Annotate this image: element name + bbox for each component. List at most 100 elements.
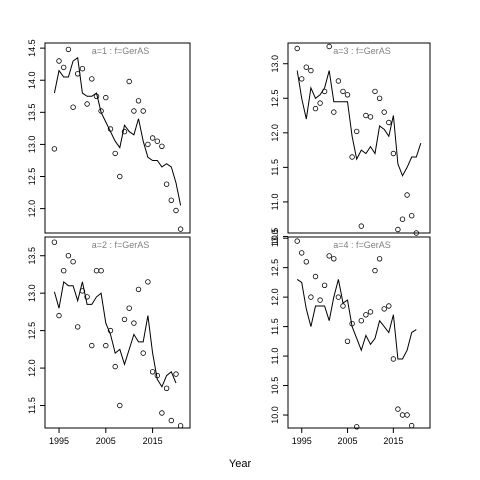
panel-frame [287,236,431,429]
y-tick-label: 13.5 [27,104,37,122]
observed-point [386,119,392,126]
observed-point [177,226,184,232]
observed-point [149,369,156,375]
observed-point [51,239,58,245]
observed-point [317,297,323,303]
y-tick-label: 10.5 [270,377,280,395]
y-tick-label: 13.0 [270,55,280,73]
fitted-line [53,280,177,388]
observed-point [117,402,123,409]
observed-point [177,423,184,429]
observed-point [126,305,132,311]
observed-point [56,312,62,319]
observed-point [303,64,309,70]
observed-point [89,76,95,82]
observed-point [303,259,309,265]
observed-point [93,93,100,99]
observed-point [335,78,342,84]
observed-point [149,135,156,141]
y-tick-label: 13.0 [270,229,280,247]
observed-point [163,181,170,187]
panel-frame [44,42,191,234]
y-tick-label: 14.0 [27,71,37,89]
fitted-line [296,278,417,360]
observed-point [70,259,76,265]
observed-point [131,108,137,114]
observed-point [98,268,104,274]
chart-panel: a=3 : f=GerAS 10.5 11.0 11.5 12.0 12.5 13.0 [270,42,431,245]
chart-panel: a=2 : f=GerAS 11.5 12.0 12.5 13.0 13.5 1995 200… [27,236,191,446]
observed-point [74,324,81,330]
observed-point [79,65,86,72]
observed-point [79,288,86,294]
observed-point [74,71,81,77]
panel-frame [44,236,191,429]
observed-point [126,78,132,85]
observed-point [154,372,160,379]
observed-point [344,92,351,98]
y-tick-label: 13.5 [27,247,37,265]
observed-point [340,88,346,95]
panel-title: a=1 : f=GerAS [92,46,150,56]
observed-point [367,309,374,315]
y-tick-label: 11.0 [270,193,280,210]
observed-point [89,342,95,349]
observed-point [140,350,146,356]
y-tick-label: 12.0 [27,359,37,377]
observed-point [159,410,165,416]
observed-point [331,256,337,262]
observed-point [168,197,174,203]
observed-point [103,94,109,101]
observed-point [395,226,401,233]
y-tick-label: 10.0 [270,406,280,424]
observed-point [358,318,364,324]
observed-point [367,114,374,120]
x-axis-label: Year [229,458,252,470]
observed-point [399,216,406,222]
panel-title: a=2 : f=GerAS [92,240,150,250]
observed-point [112,150,118,157]
observed-point [372,88,378,95]
observed-point [404,412,410,418]
y-tick-label: 12.0 [270,124,280,142]
observed-point [98,108,104,114]
observed-point [390,150,397,157]
observed-point [312,273,319,280]
observed-point [312,105,319,112]
observed-point [70,104,76,110]
observed-point [61,268,67,274]
chart-panel: a=1 : f=GerAS 12.0 12.5 13.0 13.5 14.0 14.5 [27,39,191,234]
observed-point [56,58,62,64]
observed-point [145,141,151,148]
panel-title: a=3 : f=GerAS [333,46,391,56]
observed-point [65,252,72,259]
y-tick-label: 13.0 [27,284,37,302]
y-tick-label: 14.5 [27,39,37,57]
observed-point [121,316,128,323]
y-tick-label: 13.0 [27,136,37,154]
observed-point [121,128,128,135]
observed-point [163,385,170,391]
observed-point [381,109,387,115]
observed-point [413,230,419,236]
observed-point [395,406,401,412]
observed-point [51,146,58,152]
observed-point [131,320,137,326]
x-tick-label: 2005 [96,436,116,446]
observed-point [335,294,342,300]
y-tick-label: 11.5 [270,159,280,176]
observed-point [331,109,337,115]
observed-point [321,88,328,95]
chart-panel: a=4 : f=GerAS 10.0 10.5 11.0 11.5 12.0 12.5 13.… [270,229,431,446]
observed-point [107,327,114,334]
observed-point [409,422,415,429]
y-tick-label: 12.5 [27,168,37,186]
observed-point [390,356,397,362]
observed-point [84,101,90,107]
x-tick-label: 1995 [49,436,69,446]
x-tick-label: 2015 [383,436,403,446]
observed-point [154,138,160,144]
observed-point [354,424,360,430]
observed-point [294,238,300,244]
